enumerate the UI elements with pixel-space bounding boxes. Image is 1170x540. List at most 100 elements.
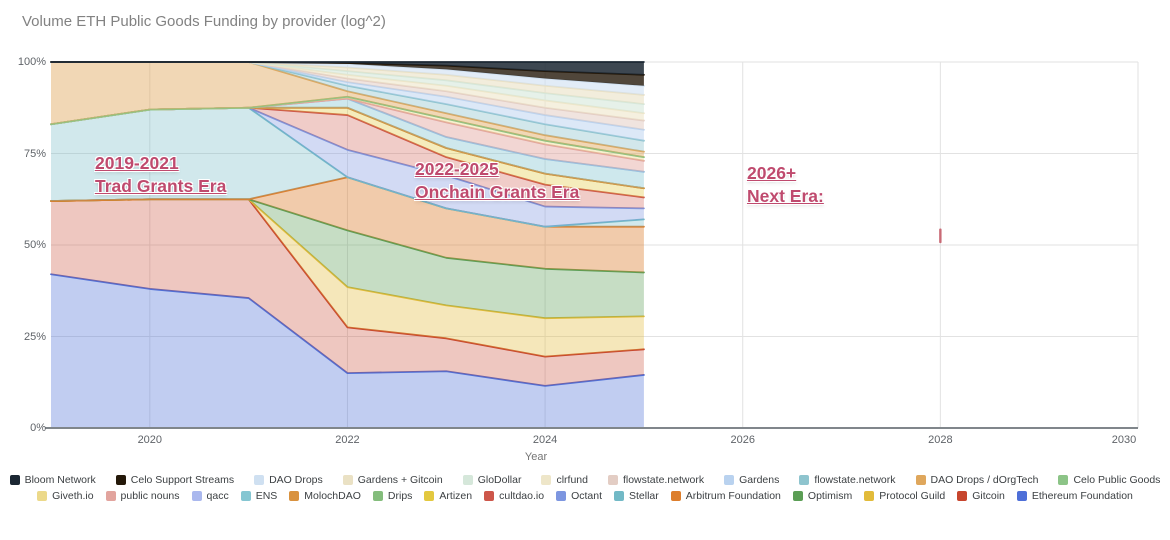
legend-item-ens: ENS (240, 490, 278, 502)
legend-swatch-icon (484, 491, 495, 501)
y-axis-tick-label: 25% (23, 330, 46, 343)
legend-item-flowstate-network: flowstate.network (607, 474, 705, 486)
annotation-line: 2019-2021 (95, 153, 179, 173)
legend-label: clrfund (556, 474, 588, 486)
legend-swatch-icon (240, 491, 251, 501)
annotation-line: Next Era: (747, 186, 824, 206)
legend-item-ethereum-foundation: Ethereum Foundation (1016, 490, 1133, 502)
legend-swatch-icon (614, 491, 624, 501)
area-series-gitcoin (51, 199, 644, 386)
legend-swatch-icon (1058, 475, 1069, 485)
annotation-next-era: 2026+ Next Era: (747, 162, 824, 208)
legend-item-cultdao-io: cultdao.io (484, 490, 544, 502)
legend-item-dao-drops-dorgtech: DAO Drops / dOrgTech (915, 474, 1039, 486)
area-series-bloom-network (51, 62, 644, 75)
legend-label: Arbitrum Foundation (685, 490, 781, 502)
x-axis-tick-label: 2024 (532, 434, 558, 446)
legend-swatch-icon (792, 491, 803, 501)
legend-item-qacc: qacc (191, 490, 229, 502)
y-axis-tick-label: 75% (23, 147, 46, 160)
x-axis-tick-label: 2028 (928, 434, 953, 446)
legend-label: MolochDAO (304, 490, 361, 502)
area-series-ethereum-foundation (51, 274, 644, 428)
legend-label: qacc (206, 490, 229, 502)
legend-item-arbitrum-foundation: Arbitrum Foundation (670, 490, 781, 502)
legend-label: DAO Drops / dOrgTech (930, 474, 1039, 486)
legend-item-artizen: Artizen (424, 490, 472, 502)
legend-swatch-icon (9, 475, 20, 485)
area-series-octant (51, 107, 644, 227)
legend-item-clrfund: clrfund (541, 474, 588, 486)
legend-swatch-icon (37, 491, 48, 501)
legend-swatch-icon (799, 475, 810, 485)
legend-item-optimism: Optimism (792, 490, 853, 502)
legend-item-giveth-io: Giveth.io (37, 490, 94, 502)
legend-label: Stellar (629, 490, 659, 502)
y-axis-tick-label: 0% (30, 422, 46, 434)
legend-item-glodollar: GloDollar (462, 474, 522, 486)
legend-swatch-icon (724, 475, 735, 485)
legend-item-bloom-network: Bloom Network (9, 474, 96, 486)
legend-label: Gitcoin (972, 490, 1005, 502)
area-series-gardens-gitcoin (51, 62, 644, 105)
legend-label: Optimism (807, 490, 853, 502)
legend-item-celo-public-goods: Celo Public Goods (1058, 474, 1160, 486)
legend-swatch-icon (342, 475, 353, 485)
area-series-artizen (51, 107, 644, 198)
legend-swatch-icon (462, 475, 473, 485)
legend-swatch-icon (1016, 491, 1027, 501)
area-series-arbitrum-foundation (51, 177, 644, 273)
legend-item-drips: Drips (372, 490, 413, 502)
legend-label: Giveth.io (52, 490, 94, 502)
line-series-celo-public-goods (50, 95, 645, 159)
legend-swatch-icon (289, 491, 300, 501)
legend-item-molochdao: MolochDAO (289, 490, 361, 502)
legend-swatch-icon (424, 491, 435, 501)
x-axis-tick-label: 2020 (137, 434, 163, 446)
legend-label: Celo Public Goods (1073, 474, 1161, 486)
annotation-line: Trad Grants Era (95, 176, 227, 196)
legend-item-gardens: Gardens (724, 474, 779, 486)
legend-swatch-icon (607, 475, 618, 485)
legend-item-gardens-gitcoin: Gardens + Gitcoin (342, 474, 443, 486)
legend-label: Artizen (439, 490, 473, 502)
legend-label: flowstate.network (814, 474, 896, 486)
area-series-stellar (51, 107, 644, 227)
legend-item-public-nouns: public nouns (105, 490, 180, 502)
legend-swatch-icon (541, 475, 552, 485)
legend-item-dao-drops: DAO Drops (254, 474, 323, 486)
legend-swatch-icon (864, 491, 875, 501)
x-axis-tick-label: 2026 (730, 434, 755, 446)
y-axis-tick-label: 100% (17, 56, 46, 68)
legend-swatch-icon (670, 491, 681, 501)
legend-label: Protocol Guild (879, 490, 946, 502)
legend-label: GloDollar (477, 474, 522, 486)
legend-label: flowstate.network (622, 474, 705, 486)
chart-title: Volume ETH Public Goods Funding by provi… (22, 13, 386, 30)
legend-label: ENS (255, 490, 278, 502)
legend-swatch-icon (372, 491, 383, 501)
legend-swatch-icon (556, 491, 567, 501)
legend-label: Celo Support Streams (130, 474, 235, 486)
plot-area (45, 61, 1139, 429)
area-series-celo-support-streams (51, 62, 644, 86)
legend-label: Gardens + Gitcoin (357, 474, 443, 486)
legend-label: Drips (387, 490, 413, 502)
legend-swatch-icon (915, 475, 926, 485)
legend-label: Ethereum Foundation (1031, 490, 1133, 502)
legend-item-flowstate-network: flowstate.network (799, 474, 896, 486)
legend-row-1: Bloom Network Celo Support Streams DAO Dro… (0, 474, 1170, 486)
legend-swatch-icon (254, 475, 265, 485)
legend-label: cultdao.io (499, 490, 545, 502)
legend-item-celo-support-streams: Celo Support Streams (115, 474, 235, 486)
line-series-ethereum-foundation (50, 273, 645, 387)
y-axis-tick-label: 50% (23, 239, 46, 251)
annotation-line: 2022-2025 (415, 159, 499, 179)
area-series-glodollar (51, 62, 644, 114)
x-axis-tick-label: 2022 (335, 434, 360, 446)
area-series-dao-drops (51, 62, 644, 95)
legend-item-stellar: Stellar (614, 490, 659, 502)
legend-label: Octant (571, 490, 602, 502)
legend-swatch-icon (191, 491, 202, 501)
